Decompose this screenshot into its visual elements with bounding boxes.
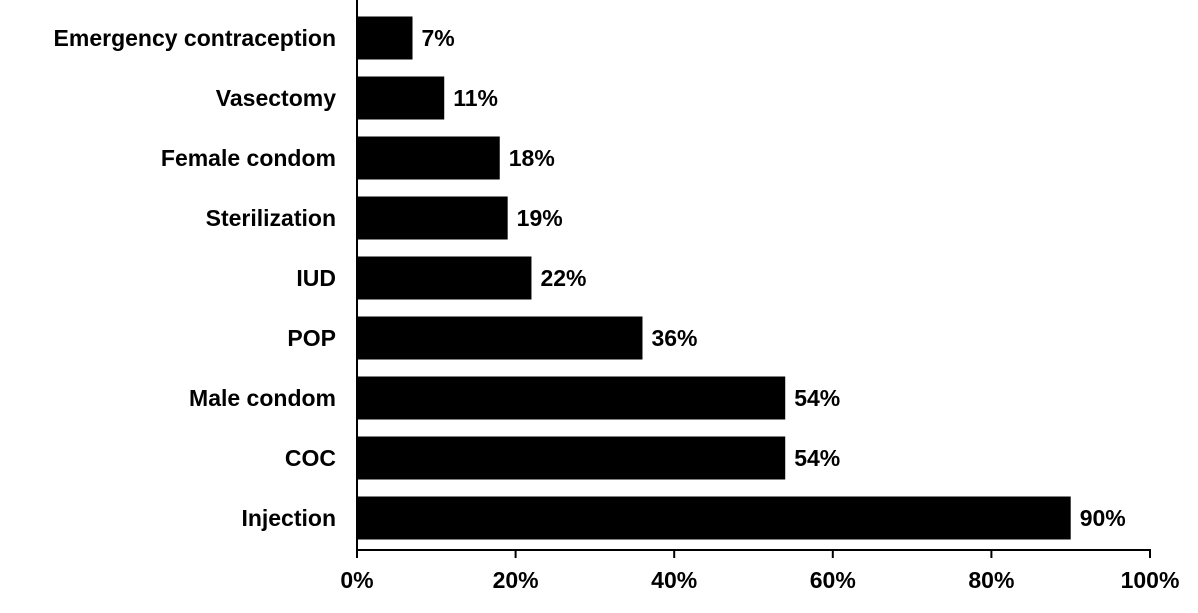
category-label: Female condom — [161, 145, 336, 171]
category-label: Sterilization — [206, 205, 336, 231]
x-tick-label: 20% — [493, 567, 539, 593]
category-label: COC — [285, 445, 336, 471]
x-tick-label: 100% — [1121, 567, 1180, 593]
category-label: POP — [287, 325, 336, 351]
value-label: 54% — [794, 445, 840, 471]
x-tick-label: 40% — [651, 567, 697, 593]
x-tick-label: 60% — [810, 567, 856, 593]
bar-male-condom — [357, 376, 786, 420]
category-label: Male condom — [189, 385, 336, 411]
bar-pop — [357, 316, 643, 360]
category-labels-layer: Emergency contraception Vasectomy Female c… — [54, 25, 337, 531]
value-label: 7% — [422, 25, 455, 51]
category-label: IUD — [296, 265, 336, 291]
bar-vasectomy — [357, 76, 445, 120]
value-label: 22% — [540, 265, 586, 291]
bar-female-condom — [357, 136, 500, 180]
x-tick-label: 80% — [968, 567, 1014, 593]
bars-layer — [357, 16, 1071, 540]
bar-iud — [357, 256, 532, 300]
x-tick-label: 0% — [340, 567, 373, 593]
bar-injection — [357, 496, 1071, 540]
value-label: 18% — [509, 145, 555, 171]
value-label: 11% — [453, 85, 498, 111]
bar-emergency-contraception — [357, 16, 413, 60]
value-label: 90% — [1080, 505, 1126, 531]
bar-coc — [357, 436, 786, 480]
value-label: 54% — [794, 385, 840, 411]
axes-layer — [356, 0, 1151, 551]
value-labels-layer: 7% 11% 18% 19% 22% 36% 54% 54% 90% — [422, 25, 1126, 531]
bar-sterilization — [357, 196, 508, 240]
value-label: 36% — [651, 325, 697, 351]
x-ticks-layer: 0% 20% 40% 60% 80% 100% — [340, 550, 1179, 593]
value-label: 19% — [517, 205, 563, 231]
category-label: Vasectomy — [216, 85, 336, 111]
category-label: Injection — [241, 505, 336, 531]
category-label: Emergency contraception — [54, 25, 336, 51]
